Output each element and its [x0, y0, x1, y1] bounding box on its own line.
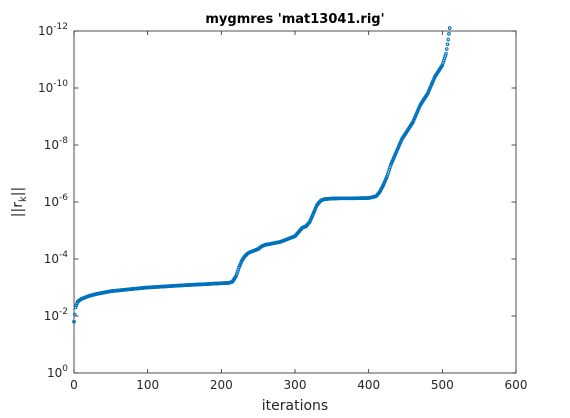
y-tick-label: 10-2 — [44, 307, 68, 323]
y-axis-label: ||rk|| — [10, 187, 29, 217]
data-point — [72, 312, 77, 317]
x-tick-label: 500 — [431, 378, 454, 392]
data-point — [447, 31, 451, 36]
y-tick-label: 10-4 — [44, 250, 69, 266]
y-tick-label: 10-6 — [44, 193, 69, 209]
data-point — [72, 319, 76, 324]
y-tick-label: 10-10 — [38, 79, 68, 95]
data-point — [444, 51, 448, 56]
y-tick-label: 100 — [47, 364, 68, 380]
y-tick-label: 10-8 — [44, 136, 69, 152]
data-point — [445, 42, 450, 47]
x-tick-label: 300 — [284, 378, 307, 392]
data-point — [444, 47, 449, 51]
chart-title: mygmres 'mat13041.rig' — [205, 12, 384, 27]
data-series — [72, 26, 452, 324]
x-tick-label: 100 — [136, 378, 159, 392]
x-axis-label: iterations — [262, 398, 328, 414]
data-point — [446, 37, 451, 42]
y-axis-label-sub: k — [18, 196, 29, 202]
y-axis-label-main: ||r — [10, 202, 26, 217]
y-axis-label-end: || — [10, 187, 26, 196]
y-axis: 100 10-2 10-4 10-6 10-8 10-10 10-12 — [38, 22, 516, 380]
data-point — [447, 26, 452, 31]
plot-area — [73, 30, 517, 374]
x-axis: 0 100 200 300 400 500 600 — [70, 31, 527, 392]
x-tick-label: 200 — [210, 378, 233, 392]
x-tick-label: 0 — [70, 378, 78, 392]
y-tick-label: 10-12 — [38, 22, 68, 38]
x-tick-label: 400 — [357, 378, 380, 392]
x-tick-label: 600 — [505, 378, 528, 392]
